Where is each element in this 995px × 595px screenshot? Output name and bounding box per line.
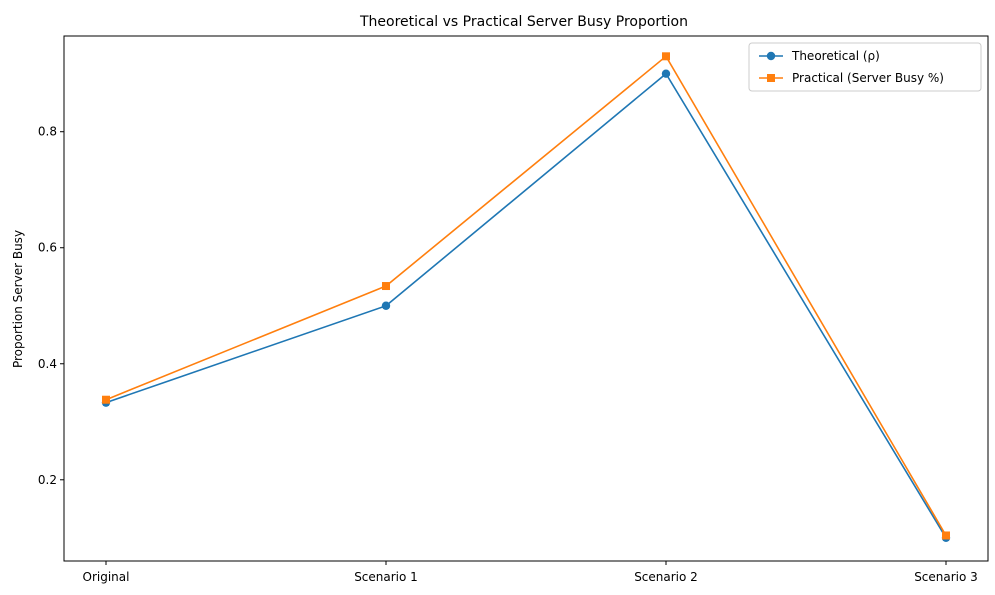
y-tick-label: 0.4 (38, 357, 57, 371)
data-point-square (382, 282, 390, 291)
y-tick-label: 0.2 (38, 473, 57, 487)
legend-entry-label: Theoretical (ρ) (791, 49, 880, 63)
data-point-square (102, 395, 110, 404)
chart-title: Theoretical vs Practical Server Busy Pro… (359, 14, 688, 30)
legend-entry-label: Practical (Server Busy %) (792, 71, 944, 85)
data-point-circle (381, 301, 391, 310)
series-line-0 (105, 72, 947, 539)
y-tick-label: 0.6 (38, 241, 57, 255)
data-point-square (662, 52, 670, 61)
plot-frame (63, 35, 989, 562)
y-axis-label: Proportion Server Busy (11, 230, 25, 368)
plot-area: 0.2 0.4 0.6 0.8 Original Scenario 1 Scenario 2… (38, 35, 989, 584)
legend: Theoretical (ρ) Practical (Server Busy %) (748, 42, 982, 92)
data-point-square (942, 531, 950, 540)
x-tick-label: Scenario 2 (634, 570, 698, 584)
data-point-circle (661, 69, 671, 78)
y-tick-label: 0.8 (38, 125, 57, 139)
x-tick-label: Scenario 1 (354, 570, 418, 584)
legend-marker (767, 74, 775, 82)
legend-box (748, 42, 982, 92)
series-line-1 (105, 55, 947, 536)
x-tick-label: Scenario 3 (914, 570, 978, 584)
x-tick-label: Original (83, 570, 130, 584)
legend-marker (766, 51, 776, 61)
